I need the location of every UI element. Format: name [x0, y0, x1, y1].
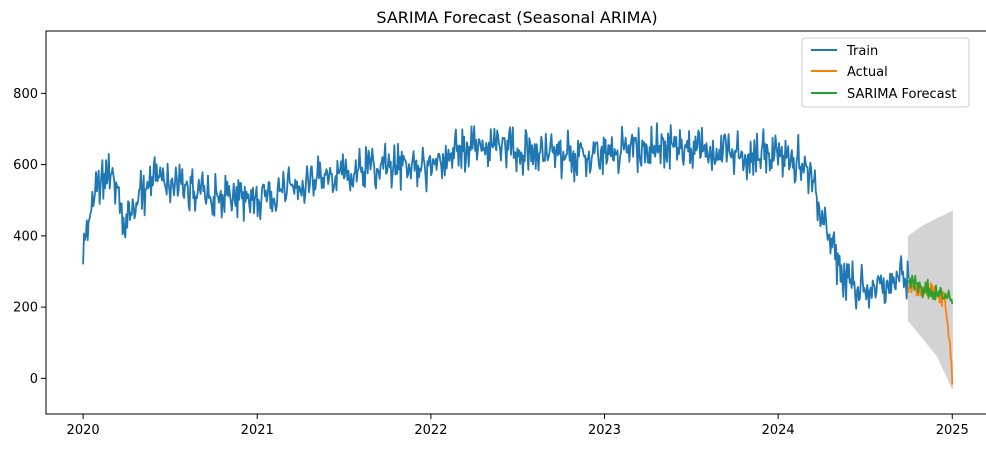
y-tick-label: 600 [13, 158, 38, 173]
x-tick-label: 2022 [414, 423, 447, 438]
x-tick-label: 2020 [67, 423, 100, 438]
x-tick-label: 2021 [241, 423, 274, 438]
series-layer [82, 122, 954, 385]
chart-title: SARIMA Forecast (Seasonal ARIMA) [376, 8, 657, 27]
y-tick-label: 400 [13, 229, 38, 244]
x-tick-label: 2025 [936, 423, 969, 438]
series-line-train [82, 122, 910, 310]
x-axis: 2020 2021 2022 2023 2024 2025 [67, 414, 969, 438]
legend-box [801, 37, 970, 108]
y-axis: 0 200 400 600 800 [13, 87, 46, 387]
plot-frame [45, 30, 986, 415]
series-line-actual [907, 279, 954, 385]
legend-label-actual: Actual [847, 65, 888, 80]
series-line-sarima-forecast [907, 274, 954, 305]
x-tick-label: 2023 [588, 423, 621, 438]
x-tick-label: 2024 [762, 423, 795, 438]
y-tick-label: 800 [13, 87, 38, 102]
y-tick-label: 0 [30, 372, 38, 387]
legend-label-train: Train [846, 44, 878, 59]
y-tick-label: 200 [13, 301, 38, 316]
legend-label-forecast: SARIMA Forecast [847, 87, 957, 102]
plot-area [45, 30, 986, 415]
legend: Train Actual SARIMA Forecast [801, 37, 970, 108]
